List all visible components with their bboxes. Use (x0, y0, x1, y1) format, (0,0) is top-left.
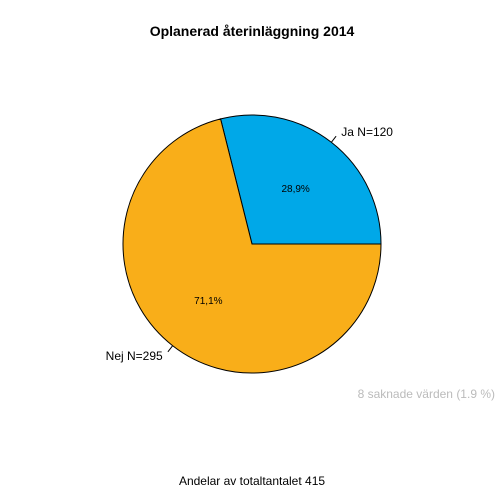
slice-leader-line-1 (167, 345, 174, 353)
slice-label-0: Ja N=120 (341, 125, 393, 139)
missing-values-note: 8 saknade värden (1.9 %) (358, 387, 495, 401)
slice-percent-label-0: 28,9% (281, 184, 309, 195)
slice-labels: Ja N=120 Nej N=295 (106, 125, 394, 363)
slice-percent-label-1: 71,1% (194, 296, 222, 307)
pie-slice-1 (122, 118, 382, 374)
percent-labels: 28,9% 71,1% (194, 184, 310, 307)
pie-slice-0 (219, 114, 382, 245)
slice-leader-line-0 (330, 135, 337, 143)
chart-subtitle: Andelar av totaltantalet 415 (179, 474, 325, 488)
chart-title: Oplanerad återinläggning 2014 (150, 23, 355, 39)
pie-slices (122, 114, 382, 374)
slice-label-1: Nej N=295 (106, 349, 163, 363)
